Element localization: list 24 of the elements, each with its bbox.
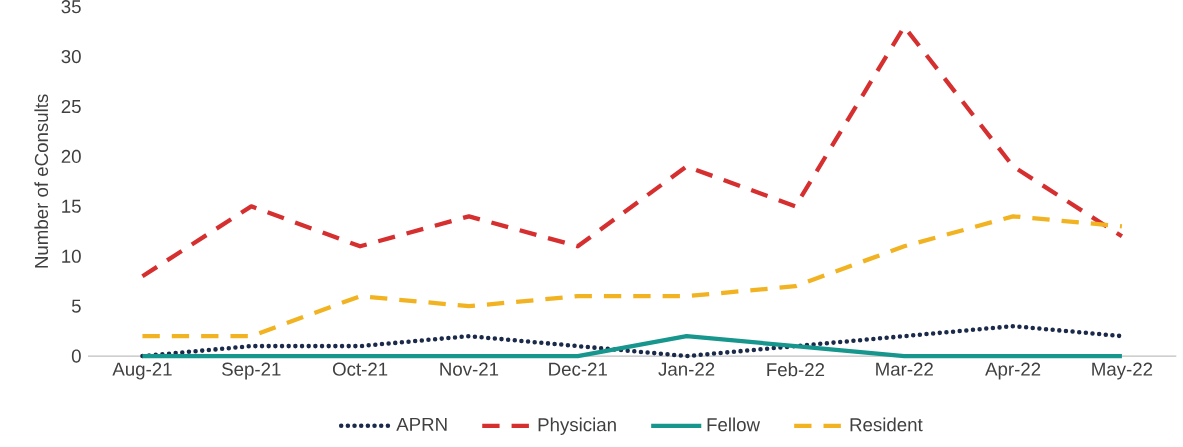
x-tick-label: Dec-21 (549, 362, 607, 376)
x-tick-label: Aug-21 (112, 362, 172, 380)
x-tick-label: Oct-21 (332, 362, 388, 376)
y-tick-label: 35 (61, 0, 81, 14)
y-axis-title: Number of eConsults (34, 94, 49, 268)
x-tick-label: Apr-22 (985, 362, 1041, 380)
legend-label: Fellow (707, 417, 761, 432)
y-tick-label: 15 (62, 199, 81, 213)
x-tick-label: Sep-21 (222, 362, 281, 380)
y-tick-label: 0 (71, 349, 81, 363)
y-tick-label: 10 (62, 249, 81, 263)
x-tick-label: Feb-22 (767, 362, 825, 377)
x-tick-label: Jan-22 (658, 362, 715, 376)
y-tick-label: 20 (61, 149, 81, 164)
y-tick-label: 5 (71, 299, 81, 313)
line-series (140, 214, 1125, 339)
x-tick-label: Nov-21 (440, 362, 499, 376)
x-tick-label: May-22 (1092, 362, 1153, 380)
legend-label: APRN (396, 418, 447, 431)
y-tick-label: 30 (61, 50, 81, 64)
legend-label: Physician (538, 417, 616, 436)
y-tick-label: 25 (61, 99, 81, 114)
legend-label: Resident (850, 417, 923, 432)
x-tick-label: Mar-22 (876, 362, 933, 376)
